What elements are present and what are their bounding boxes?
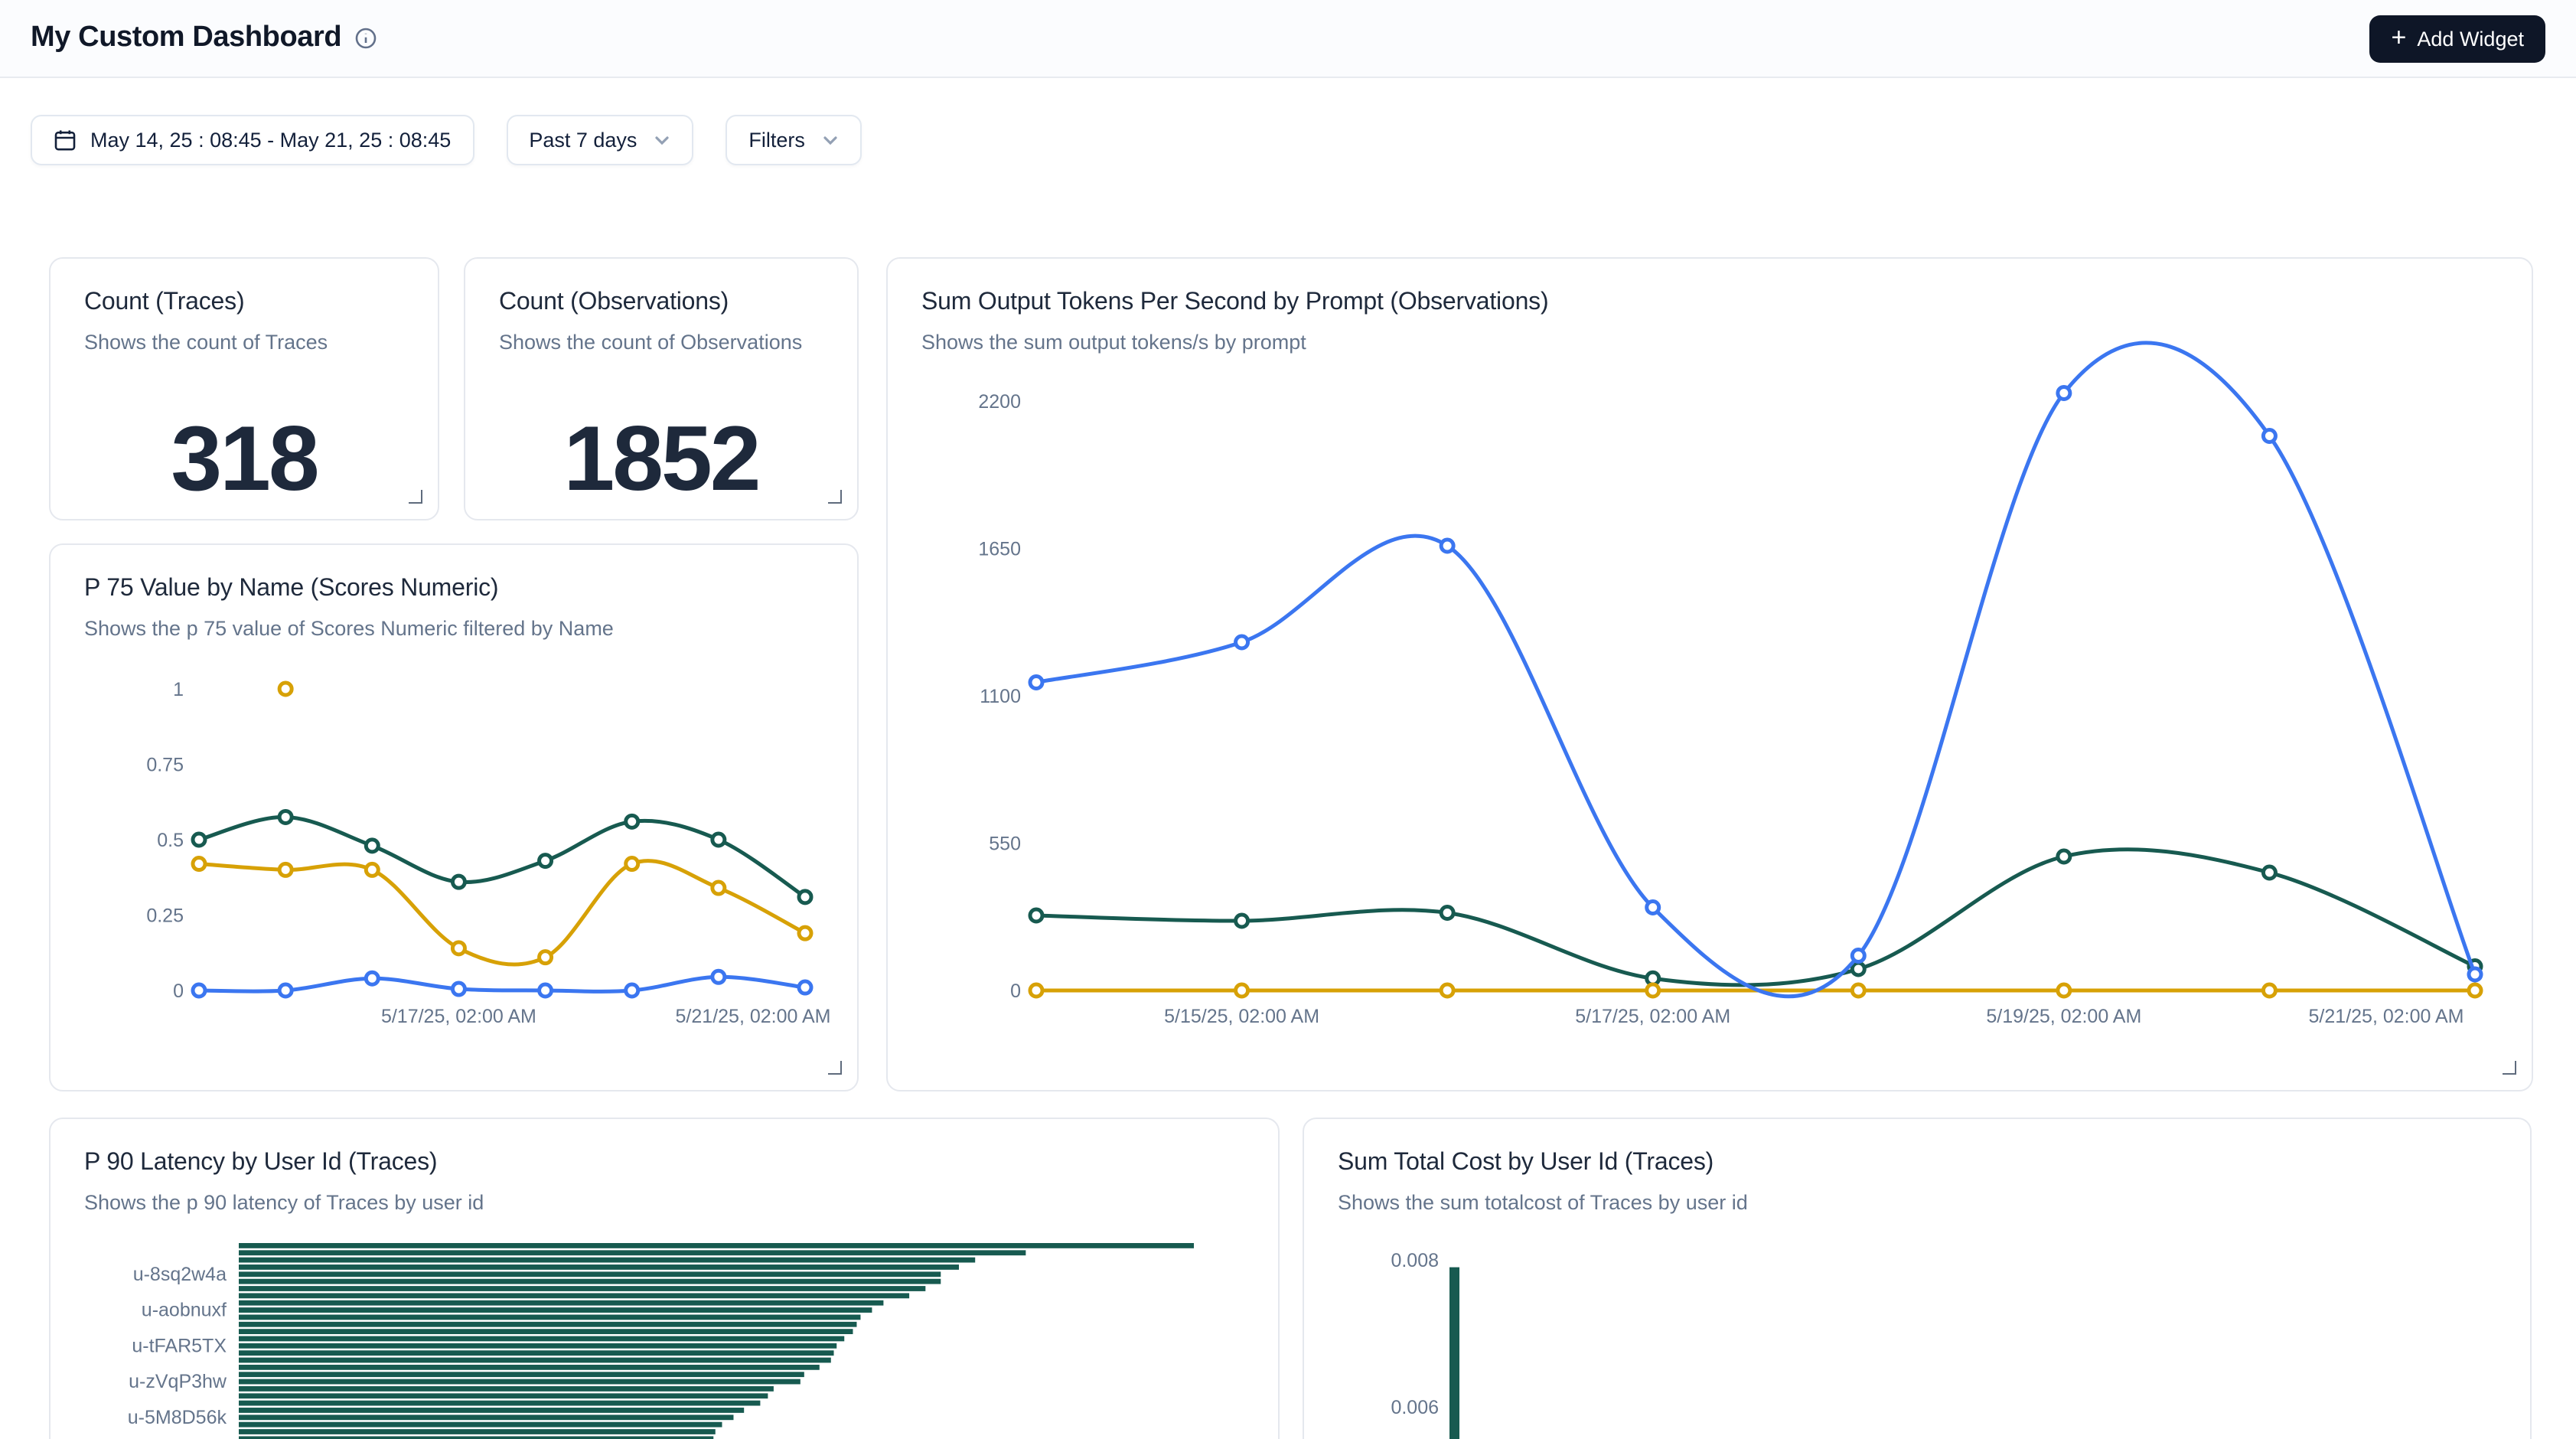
date-range-value: May 14, 25 : 08:45 - May 21, 25 : 08:45 [90, 129, 452, 152]
filters-button[interactable]: Filters [726, 115, 862, 165]
add-widget-label: Add Widget [2417, 27, 2524, 50]
widget-p75-chart: P 75 Value by Name (Scores Numeric) Show… [49, 543, 859, 1091]
widget-count-traces: Count (Traces) Shows the count of Traces… [49, 257, 439, 520]
page-title: My Custom Dashboard [31, 21, 342, 54]
widget-total-cost-chart: Sum Total Cost by User Id (Traces) Shows… [1303, 1118, 2532, 1439]
widget-count-observations: Count (Observations) Shows the count of … [464, 257, 859, 520]
chevron-down-icon [654, 132, 670, 148]
widget-subtitle: Shows the p 90 latency of Traces by user… [84, 1191, 484, 1214]
svg-text:0.5: 0.5 [157, 830, 184, 851]
widget-title: P 75 Value by Name (Scores Numeric) [84, 576, 499, 602]
add-widget-button[interactable]: + Add Widget [2369, 15, 2545, 62]
info-icon[interactable] [355, 28, 377, 49]
svg-text:0: 0 [173, 981, 184, 1002]
metric-value: 1852 [563, 407, 761, 510]
svg-text:2200: 2200 [978, 391, 1021, 413]
widget-subtitle: Shows the count of Observations [499, 331, 803, 354]
svg-text:0.006: 0.006 [1391, 1397, 1439, 1418]
widget-p90-latency-chart: P 90 Latency by User Id (Traces) Shows t… [49, 1118, 1280, 1439]
svg-text:u-8sq2w4a: u-8sq2w4a [133, 1264, 227, 1285]
chevron-down-icon [822, 132, 839, 148]
svg-text:0: 0 [1010, 981, 1021, 1002]
widget-title: P 90 Latency by User Id (Traces) [84, 1150, 438, 1176]
svg-text:0.25: 0.25 [146, 905, 184, 927]
svg-text:5/19/25, 02:00 AM: 5/19/25, 02:00 AM [1986, 1006, 2141, 1027]
filter-toolbar: May 14, 25 : 08:45 - May 21, 25 : 08:45 … [31, 115, 2545, 165]
resize-handle-icon[interactable] [409, 490, 422, 504]
metric-value: 318 [171, 407, 319, 510]
resize-handle-icon[interactable] [828, 490, 842, 504]
filters-label: Filters [748, 129, 805, 152]
date-range-picker[interactable]: May 14, 25 : 08:45 - May 21, 25 : 08:45 [31, 115, 474, 165]
widget-subtitle: Shows the p 75 value of Scores Numeric f… [84, 617, 614, 640]
widget-subtitle: Shows the count of Traces [84, 331, 328, 354]
widget-title: Sum Output Tokens Per Second by Prompt (… [921, 289, 1549, 315]
svg-text:5/21/25, 02:00 AM: 5/21/25, 02:00 AM [676, 1006, 831, 1027]
tokens-line-chart[interactable]: 0 550 1100 1650 2200 5/15/25, 02:00 AM 5/17/25… [888, 259, 2533, 1091]
svg-text:5/21/25, 02:00 AM: 5/21/25, 02:00 AM [2309, 1006, 2464, 1027]
widget-title: Count (Traces) [84, 289, 245, 315]
svg-text:1100: 1100 [980, 686, 1021, 707]
plus-icon: + [2391, 23, 2407, 52]
widget-title: Sum Total Cost by User Id (Traces) [1338, 1150, 1714, 1176]
svg-text:5/17/25, 02:00 AM: 5/17/25, 02:00 AM [381, 1006, 536, 1027]
svg-text:u-5M8D56k: u-5M8D56k [128, 1407, 227, 1428]
svg-text:550: 550 [989, 834, 1021, 855]
resize-handle-icon[interactable] [2503, 1061, 2516, 1075]
svg-text:0.008: 0.008 [1391, 1250, 1439, 1271]
svg-text:u-tFAR5TX: u-tFAR5TX [132, 1335, 227, 1356]
resize-handle-icon[interactable] [828, 1061, 842, 1075]
widget-subtitle: Shows the sum totalcost of Traces by use… [1338, 1191, 1748, 1214]
widget-subtitle: Shows the sum output tokens/s by prompt [921, 331, 1306, 354]
svg-text:5/15/25, 02:00 AM: 5/15/25, 02:00 AM [1164, 1006, 1319, 1027]
svg-text:1650: 1650 [978, 539, 1021, 560]
svg-text:0.75: 0.75 [146, 755, 184, 776]
svg-text:5/17/25, 02:00 AM: 5/17/25, 02:00 AM [1575, 1006, 1730, 1027]
date-preset-select[interactable]: Past 7 days [506, 115, 694, 165]
page-header: My Custom Dashboard + Add Widget [0, 0, 2576, 78]
svg-text:1: 1 [173, 679, 184, 700]
svg-text:u-aobnuxf: u-aobnuxf [142, 1300, 227, 1321]
widget-title: Count (Observations) [499, 289, 729, 315]
widget-tokens-chart: Sum Output Tokens Per Second by Prompt (… [886, 257, 2533, 1091]
date-preset-value: Past 7 days [529, 129, 637, 152]
calendar-icon [54, 129, 77, 152]
svg-text:u-zVqP3hw: u-zVqP3hw [129, 1371, 227, 1392]
